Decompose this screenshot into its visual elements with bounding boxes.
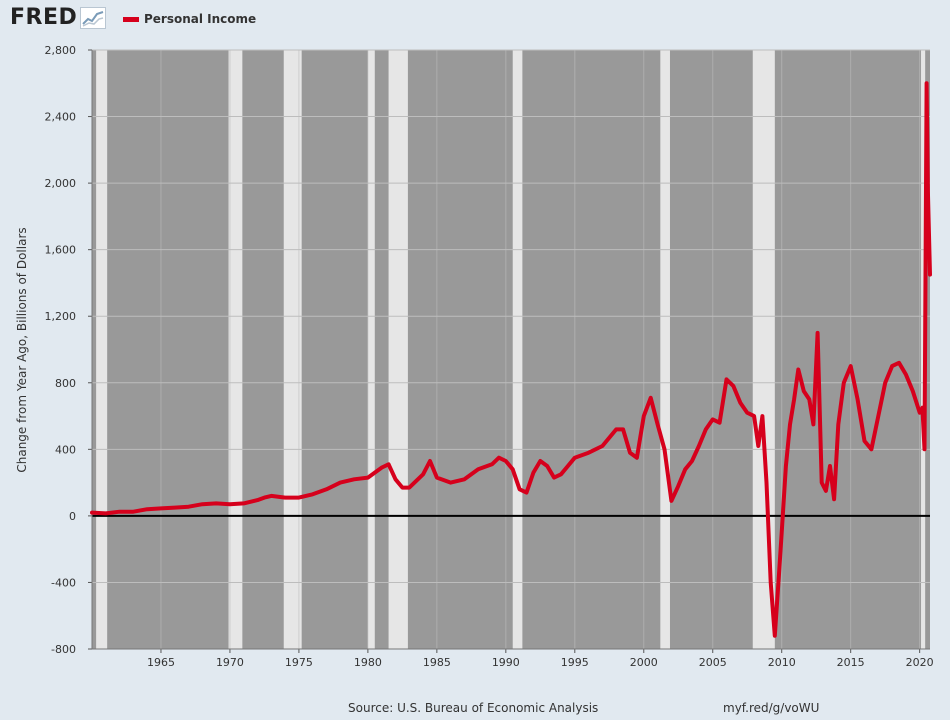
x-tick-label: 1995 xyxy=(561,656,589,669)
fred-logo-graph-icon xyxy=(80,7,107,29)
recession-band xyxy=(752,50,775,649)
x-tick-label: 2000 xyxy=(630,656,658,669)
x-tick-label: 1985 xyxy=(423,656,451,669)
y-tick-label: -400 xyxy=(51,576,76,589)
x-tick-label: 1990 xyxy=(492,656,520,669)
y-tick-label: 0 xyxy=(69,510,76,523)
header: FRED Personal Income xyxy=(0,0,950,40)
source-note: Source: U.S. Bureau of Economic Analysis xyxy=(348,701,599,715)
y-tick-label: 2,000 xyxy=(45,177,77,190)
y-tick-label: 800 xyxy=(55,377,76,390)
plot-area xyxy=(92,50,930,649)
x-tick-label: 2005 xyxy=(699,656,727,669)
fred-logo[interactable]: FRED xyxy=(10,5,107,30)
recession-band xyxy=(388,50,408,649)
legend-label-personal-income: Personal Income xyxy=(144,12,257,26)
x-tick-label: 2020 xyxy=(906,656,934,669)
fred-logo-text: FRED xyxy=(10,5,78,30)
recession-band xyxy=(228,50,243,649)
recession-band xyxy=(512,50,523,649)
y-tick-label: 2,400 xyxy=(45,111,77,124)
chart-legend: Personal Income xyxy=(123,12,256,26)
short-url-link[interactable]: myf.red/g/voWU xyxy=(723,701,820,715)
y-tick-label: 400 xyxy=(55,443,76,456)
x-tick-label: 1965 xyxy=(147,656,175,669)
x-tick-label: 1980 xyxy=(354,656,382,669)
x-tick-label: 1970 xyxy=(216,656,244,669)
y-tick-label: 2,800 xyxy=(45,44,77,57)
recession-band xyxy=(367,50,375,649)
x-tick-label: 2015 xyxy=(837,656,865,669)
x-tick-label: 2010 xyxy=(768,656,796,669)
recession-band xyxy=(660,50,670,649)
y-tick-label: -800 xyxy=(51,643,76,656)
series-line-personal-income xyxy=(90,81,932,638)
x-tick-label: 1975 xyxy=(285,656,313,669)
y-tick-label: 1,200 xyxy=(45,310,77,323)
legend-swatch-personal-income xyxy=(123,16,139,22)
y-tick-label: 1,600 xyxy=(45,244,77,257)
y-axis-label: Change from Year Ago, Billions of Dollar… xyxy=(15,227,29,473)
recession-band xyxy=(96,50,108,649)
